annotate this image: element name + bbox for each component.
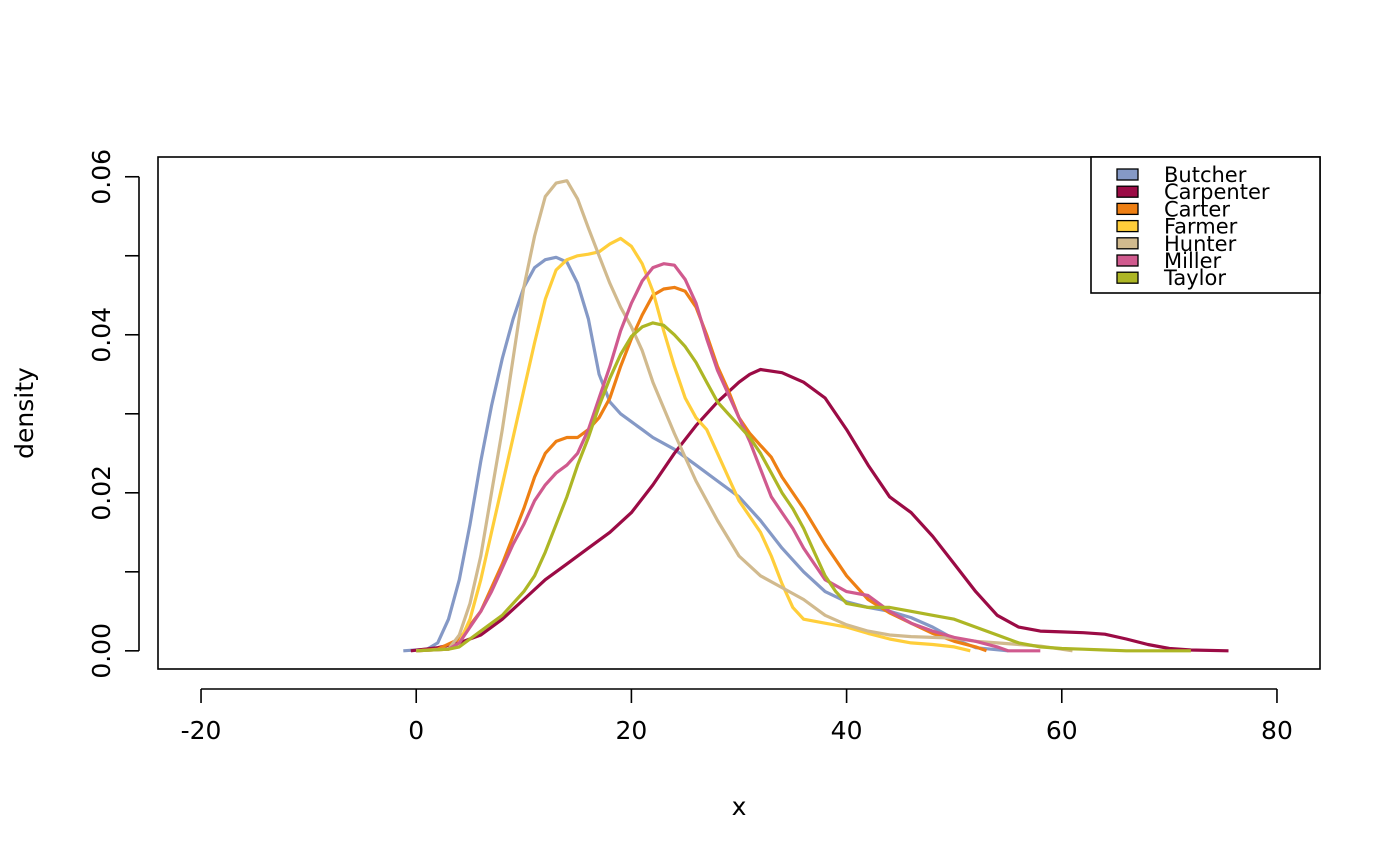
y-tick-label: 0.00 bbox=[87, 623, 116, 679]
legend-label-butcher: Butcher bbox=[1164, 163, 1247, 187]
density-curves bbox=[403, 179, 1229, 653]
series-line-farmer bbox=[416, 236, 971, 653]
legend-label-taylor: Taylor bbox=[1163, 266, 1226, 290]
x-tick-label: 80 bbox=[1261, 716, 1293, 745]
x-tick-label: 20 bbox=[616, 716, 648, 745]
series-line-carter bbox=[416, 285, 988, 653]
legend-label-carter: Carter bbox=[1164, 197, 1230, 221]
legend-swatch-taylor bbox=[1116, 271, 1139, 284]
legend-label-farmer: Farmer bbox=[1164, 215, 1238, 239]
plot-frame bbox=[157, 156, 1321, 670]
series-line-carpenter bbox=[410, 367, 1229, 653]
legend-label-carpenter: Carpenter bbox=[1164, 180, 1270, 204]
legend-swatch-butcher bbox=[1116, 168, 1139, 181]
y-tick-label: 0.04 bbox=[87, 307, 116, 363]
legend-swatch-miller bbox=[1116, 254, 1139, 267]
x-axis-label: x bbox=[732, 792, 747, 821]
series-line-taylor bbox=[416, 321, 1191, 653]
y-tick-label: 0.02 bbox=[87, 465, 116, 521]
legend-swatch-carter bbox=[1116, 202, 1139, 216]
x-axis: -20 0 20 40 60 80 bbox=[181, 688, 1293, 745]
legend: ButcherCarpenterCarterFarmerHunterMiller… bbox=[1090, 156, 1321, 294]
series-line-miller bbox=[416, 262, 1041, 653]
legend-label-miller: Miller bbox=[1164, 249, 1222, 273]
legend-label-hunter: Hunter bbox=[1164, 232, 1237, 256]
legend-swatch-farmer bbox=[1116, 219, 1139, 233]
x-tick-label: 0 bbox=[408, 716, 424, 745]
series-line-hunter bbox=[416, 179, 1073, 653]
y-tick-label: 0.06 bbox=[87, 149, 116, 205]
x-tick-label: 60 bbox=[1046, 716, 1078, 745]
y-axis-label: density bbox=[10, 367, 39, 459]
x-tick-label: 40 bbox=[831, 716, 863, 745]
y-axis: 0.00 0.02 0.04 0.06 bbox=[87, 149, 140, 679]
legend-swatch-carpenter bbox=[1116, 185, 1139, 198]
x-tick-label: -20 bbox=[181, 716, 222, 745]
legend-swatch-hunter bbox=[1116, 237, 1139, 250]
